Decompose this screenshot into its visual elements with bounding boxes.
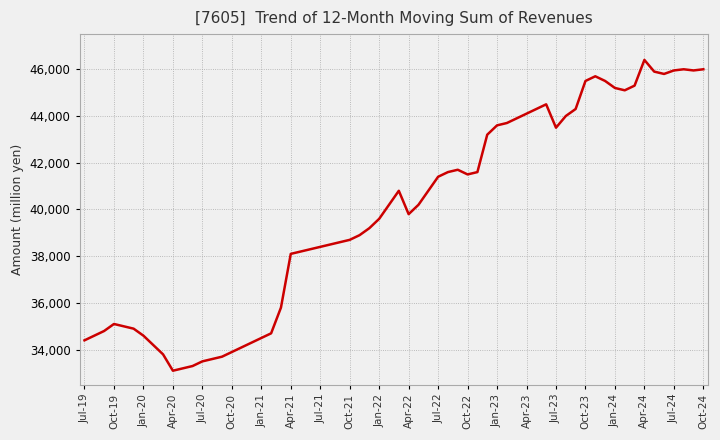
Title: [7605]  Trend of 12-Month Moving Sum of Revenues: [7605] Trend of 12-Month Moving Sum of R… — [195, 11, 593, 26]
Y-axis label: Amount (million yen): Amount (million yen) — [11, 144, 24, 275]
